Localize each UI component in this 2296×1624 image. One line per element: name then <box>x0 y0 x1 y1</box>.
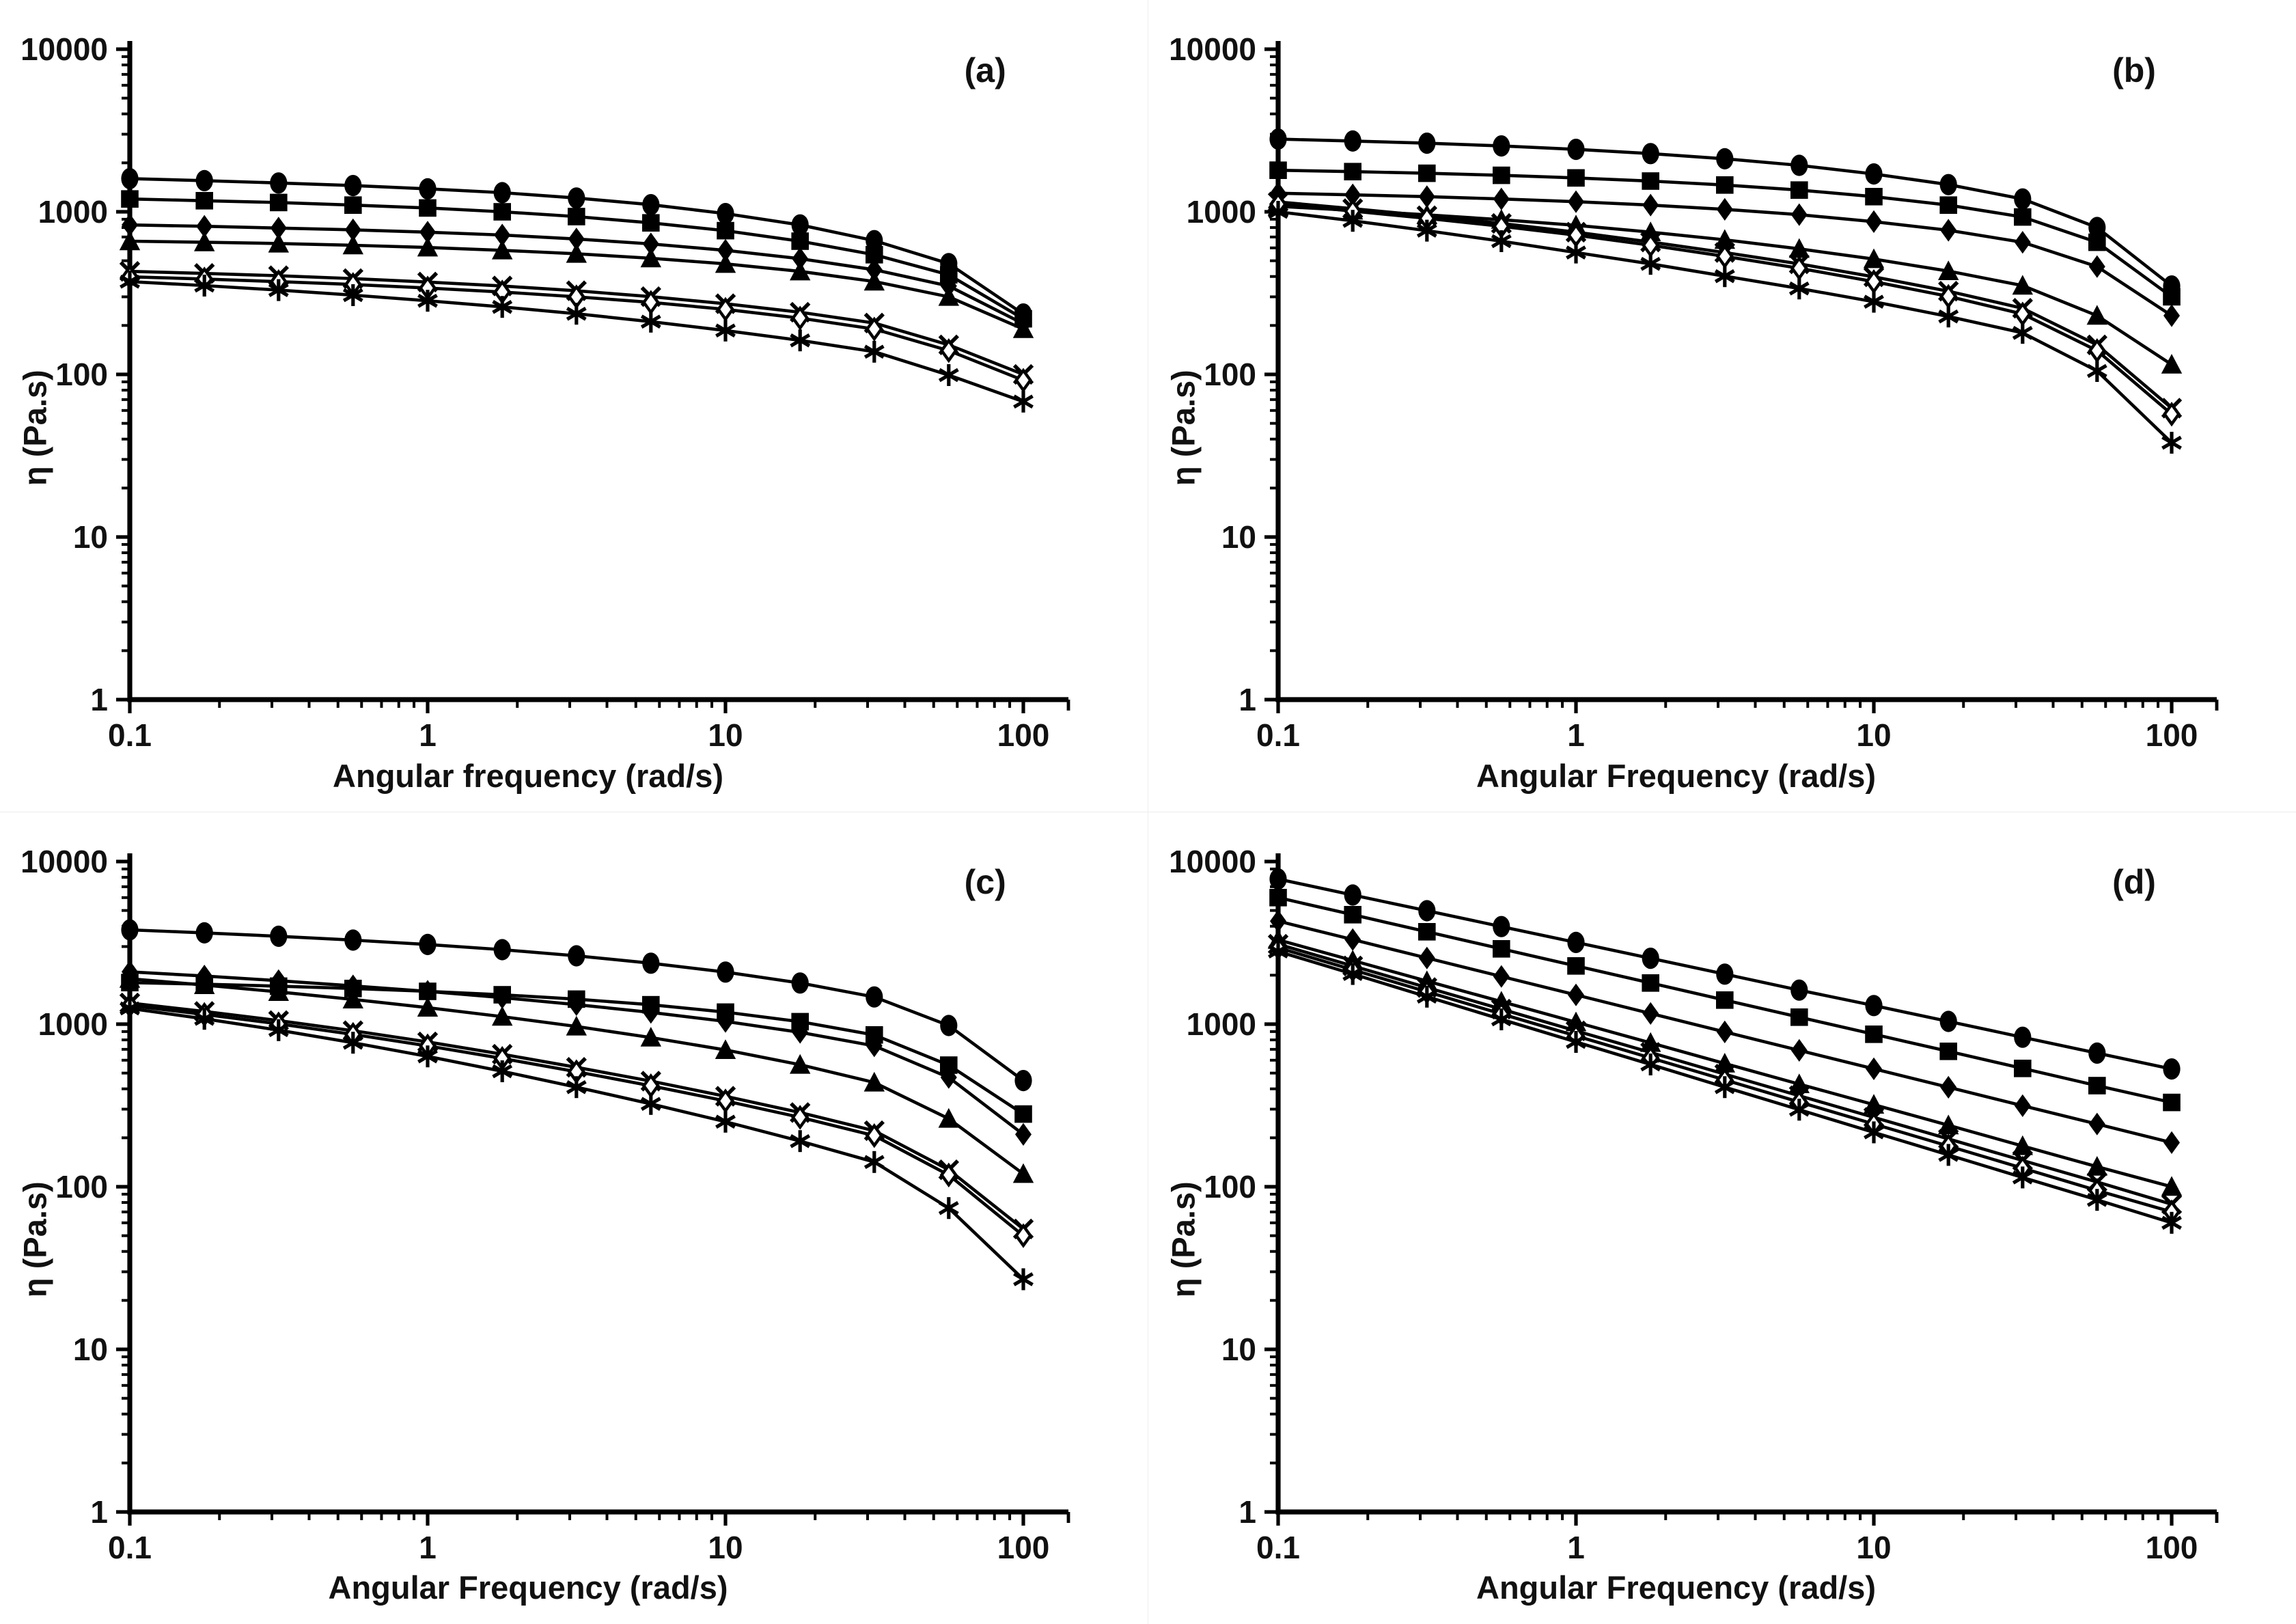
panel-tag: (b) <box>2112 51 2156 90</box>
x-tick-label: 1 <box>1567 1530 1585 1565</box>
x-tick-label: 10 <box>1856 717 1891 753</box>
y-tick-label: 100 <box>1204 1169 1256 1205</box>
x-tick-label: 0.1 <box>1256 717 1300 753</box>
panel-b: 0.1 1 10 100 1 10 100 1000 10000 (b) η (Pa.s) An… <box>1147 0 2296 813</box>
series-asterisk <box>1267 201 2182 454</box>
series-asterisk <box>120 997 1034 1290</box>
series-filled-circle <box>121 167 1032 325</box>
y-axis-title: η (Pa.s) <box>16 1181 53 1298</box>
x-axis-title: Angular Frequency (rad/s) <box>328 1569 728 1606</box>
y-tick-label: 1000 <box>38 1006 108 1042</box>
series-filled-diamond <box>1269 909 2180 1154</box>
y-tick-label: 1 <box>1239 682 1256 717</box>
x-tick-label: 0.1 <box>108 1530 152 1565</box>
series-asterisk <box>1267 940 2182 1234</box>
series-filled-circle <box>121 918 1032 1091</box>
series-filled-triangle <box>119 230 1034 338</box>
y-tick-label: 10000 <box>20 844 108 879</box>
series-filled-diamond <box>122 960 1032 1146</box>
x-axis-title: Angular frequency (rad/s) <box>333 757 723 794</box>
series-filled-triangle <box>119 967 1034 1183</box>
x-tick-label: 10 <box>708 1530 743 1565</box>
y-tick-label: 10 <box>73 1332 108 1367</box>
panel-tag: (c) <box>964 863 1006 902</box>
x-tick-label: 0.1 <box>108 717 152 753</box>
x-tick-label: 0.1 <box>1256 1530 1300 1565</box>
y-axis-title: η (Pa.s) <box>1165 369 1201 486</box>
panel-tag: (d) <box>2112 863 2156 902</box>
x-axis-title: Angular Frequency (rad/s) <box>1476 757 1877 794</box>
y-tick-label: 10 <box>73 519 108 555</box>
panel-tag: (a) <box>964 51 1006 90</box>
y-tick-label: 1 <box>90 1494 108 1530</box>
y-tick-label: 1000 <box>38 194 108 230</box>
x-tick-label: 100 <box>997 717 1050 753</box>
series-filled-square <box>1269 161 2181 306</box>
series-filled-square <box>1269 888 2181 1111</box>
y-tick-label: 10 <box>1221 519 1256 555</box>
x-tick-label: 100 <box>2145 1530 2198 1565</box>
panel-a: 0.1 1 10 100 1 10 100 1000 10000 (a) η (Pa.s) An… <box>0 0 1149 813</box>
y-tick-label: 1 <box>90 682 108 717</box>
series-asterisk <box>120 271 1034 413</box>
panel-d: 0.1 1 10 100 1 10 100 1000 10000 (d) η (Pa.s) An… <box>1147 811 2296 1624</box>
y-tick-label: 10000 <box>1169 31 1256 67</box>
x-tick-label: 10 <box>1856 1530 1891 1565</box>
series-filled-circle <box>1269 868 2181 1079</box>
x-tick-label: 1 <box>1567 717 1585 753</box>
y-axis-title: η (Pa.s) <box>16 369 53 486</box>
panel-c: 0.1 1 10 100 1 10 100 1000 10000 (c) η (Pa.s) An… <box>0 811 1149 1624</box>
y-tick-label: 1 <box>1239 1494 1256 1530</box>
x-tick-label: 100 <box>997 1530 1050 1565</box>
y-tick-label: 100 <box>55 1169 108 1205</box>
y-tick-label: 1000 <box>1186 1006 1256 1042</box>
y-tick-label: 10 <box>1221 1332 1256 1367</box>
y-axis-title: η (Pa.s) <box>1165 1181 1201 1298</box>
x-tick-label: 1 <box>419 1530 437 1565</box>
series-filled-diamond <box>1269 182 2180 327</box>
x-tick-label: 1 <box>419 717 437 753</box>
y-tick-label: 10000 <box>20 31 108 67</box>
y-tick-label: 10000 <box>1169 844 1256 879</box>
y-tick-label: 100 <box>55 357 108 392</box>
y-tick-label: 1000 <box>1186 194 1256 230</box>
x-axis-title: Angular Frequency (rad/s) <box>1476 1569 1877 1606</box>
x-tick-label: 100 <box>2145 717 2198 753</box>
x-tick-label: 10 <box>708 717 743 753</box>
y-tick-label: 100 <box>1204 357 1256 392</box>
